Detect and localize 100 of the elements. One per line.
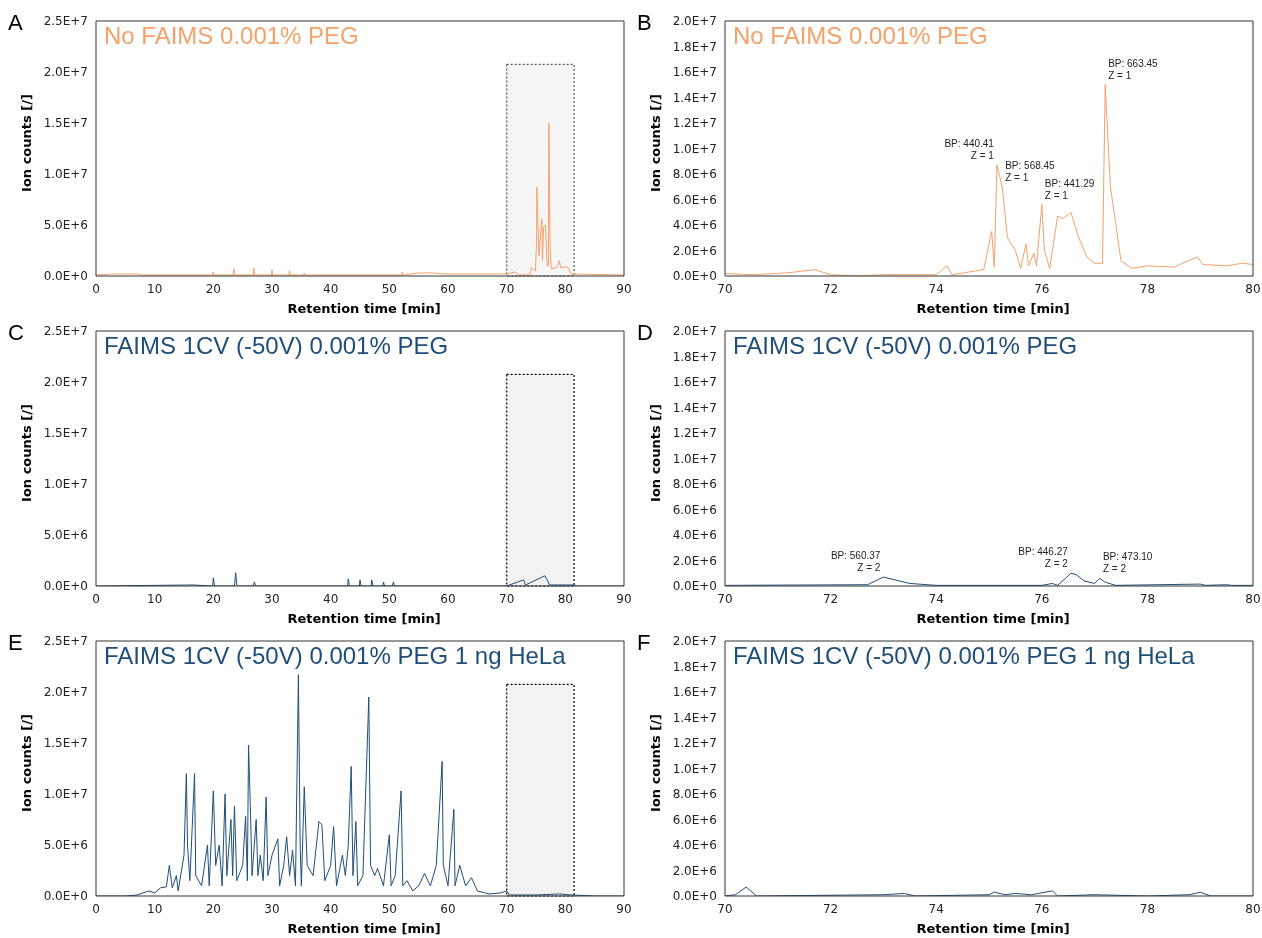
y-tick-label: 6.0E+6: [672, 192, 717, 207]
y-tick-label: 1.2E+7: [672, 426, 717, 441]
x-tick-label: 50: [381, 591, 397, 606]
y-tick-label: 1.8E+7: [672, 39, 717, 54]
chart-title: FAIMS 1CV (-50V) 0.001% PEG 1 ng HeLa: [104, 642, 566, 670]
y-tick-label: 1.8E+7: [672, 659, 717, 674]
y-tick-label: 2.0E+7: [43, 685, 88, 700]
text: C: [8, 320, 24, 346]
x-tick-label: 60: [440, 901, 456, 916]
x-tick-label: 70: [717, 901, 733, 916]
y-tick-label: 6.0E+6: [672, 502, 717, 517]
x-tick-label: 76: [1034, 281, 1050, 296]
x-tick-label: 78: [1139, 591, 1156, 606]
x-tick-label: 60: [440, 591, 456, 606]
x-tick-label: 40: [323, 281, 339, 296]
y-tick-label: 1.0E+7: [43, 787, 88, 802]
y-tick-label: 2.0E+6: [672, 243, 717, 258]
x-tick-label: 0: [92, 901, 100, 916]
chart-title: FAIMS 1CV (-50V) 0.001% PEG 1 ng HeLa: [733, 642, 1195, 670]
x-tick-label: 76: [1034, 591, 1050, 606]
x-tick-label: 70: [499, 281, 515, 296]
x-tick-label: 72: [822, 591, 839, 606]
y-tick-label: 2.0E+6: [672, 863, 717, 878]
x-axis-title: Retention time [min]: [915, 611, 1071, 626]
x-tick-label: 30: [264, 281, 280, 296]
y-tick-label: 0.0E+0: [672, 579, 717, 594]
x-tick-label: 80: [557, 901, 573, 916]
y-tick-label: 4.0E+6: [672, 218, 717, 233]
x-tick-label: 70: [499, 901, 515, 916]
annotation: BP: 560.37 Z = 2: [830, 550, 881, 574]
x-tick-label: 90: [616, 901, 632, 916]
x-tick-label: 30: [264, 591, 280, 606]
y-tick-label: 1.5E+7: [43, 736, 88, 751]
y-tick-label: 2.0E+7: [672, 14, 717, 29]
y-tick-label: 1.6E+7: [672, 375, 717, 390]
y-tick-label: 2.0E+7: [43, 65, 88, 80]
y-tick-label: 0.0E+0: [43, 269, 88, 284]
x-tick-label: 78: [1139, 281, 1156, 296]
y-tick-label: 1.4E+7: [672, 400, 717, 415]
x-tick-label: 20: [205, 281, 221, 296]
y-tick-label: 0.0E+0: [43, 889, 88, 904]
x-tick-label: 80: [557, 591, 573, 606]
y-tick-label: 1.5E+7: [43, 426, 88, 441]
y-tick-label: 1.0E+7: [43, 167, 88, 182]
x-tick-label: 40: [323, 591, 339, 606]
y-tick-label: 5.0E+6: [43, 528, 88, 543]
x-tick-label: 70: [717, 591, 733, 606]
y-tick-label: 2.5E+7: [43, 14, 88, 29]
x-axis-title: Retention time [min]: [286, 301, 442, 316]
x-tick-label: 70: [717, 281, 733, 296]
x-tick-label: 0: [92, 591, 100, 606]
x-tick-label: 78: [1139, 901, 1156, 916]
y-tick-label: 8.0E+6: [672, 477, 717, 492]
y-axis-title: Ion counts [/]: [18, 94, 34, 192]
x-tick-label: 10: [147, 901, 163, 916]
y-tick-label: 4.0E+6: [672, 528, 717, 543]
y-tick-label: 2.0E+7: [43, 375, 88, 390]
text: E: [8, 630, 23, 656]
y-tick-label: 2.0E+7: [672, 634, 717, 649]
y-tick-label: 1.5E+7: [43, 116, 88, 131]
x-tick-label: 74: [928, 901, 944, 916]
x-tick-label: 90: [616, 281, 632, 296]
annotation: BP: 663.45 Z = 1: [1108, 57, 1159, 81]
y-tick-label: 4.0E+6: [672, 838, 717, 853]
y-tick-label: 2.5E+7: [43, 634, 88, 649]
x-tick-label: 10: [147, 591, 163, 606]
y-tick-label: 1.4E+7: [672, 710, 717, 725]
y-axis-title: Ion counts [/]: [647, 404, 663, 502]
y-tick-label: 1.2E+7: [672, 116, 717, 131]
x-axis-title: Retention time [min]: [286, 921, 442, 936]
x-tick-label: 74: [928, 281, 944, 296]
y-tick-label: 1.6E+7: [672, 65, 717, 80]
annotation: BP: 441.29 Z = 1: [1044, 177, 1095, 201]
y-axis-title: Ion counts [/]: [647, 714, 663, 812]
x-tick-label: 20: [205, 901, 221, 916]
y-tick-label: 8.0E+6: [672, 167, 717, 182]
y-tick-label: 1.8E+7: [672, 349, 717, 364]
y-axis-title: Ion counts [/]: [18, 404, 34, 502]
y-tick-label: 1.6E+7: [672, 685, 717, 700]
y-tick-label: 1.4E+7: [672, 90, 717, 105]
x-tick-label: 90: [616, 591, 632, 606]
text: F: [637, 630, 651, 656]
x-tick-label: 72: [822, 901, 839, 916]
text: D: [637, 320, 653, 346]
y-tick-label: 1.0E+7: [672, 761, 717, 776]
x-tick-label: 50: [381, 901, 397, 916]
x-tick-label: 10: [147, 281, 163, 296]
y-axis-title: Ion counts [/]: [18, 714, 34, 812]
y-tick-label: 1.0E+7: [672, 451, 717, 466]
chart-title: FAIMS 1CV (-50V) 0.001% PEG: [733, 332, 1078, 360]
y-tick-label: 0.0E+0: [672, 889, 717, 904]
x-tick-label: 50: [381, 281, 397, 296]
chart-title: FAIMS 1CV (-50V) 0.001% PEG: [104, 332, 449, 360]
y-tick-label: 1.0E+7: [672, 141, 717, 156]
x-tick-label: 80: [1245, 281, 1261, 296]
y-axis-title: Ion counts [/]: [647, 94, 663, 192]
y-tick-label: 5.0E+6: [43, 218, 88, 233]
annotation: BP: 446.27 Z = 2: [1018, 546, 1069, 570]
annotation: BP: 440.41 Z = 1: [944, 138, 995, 162]
y-tick-label: 2.0E+7: [672, 324, 717, 339]
